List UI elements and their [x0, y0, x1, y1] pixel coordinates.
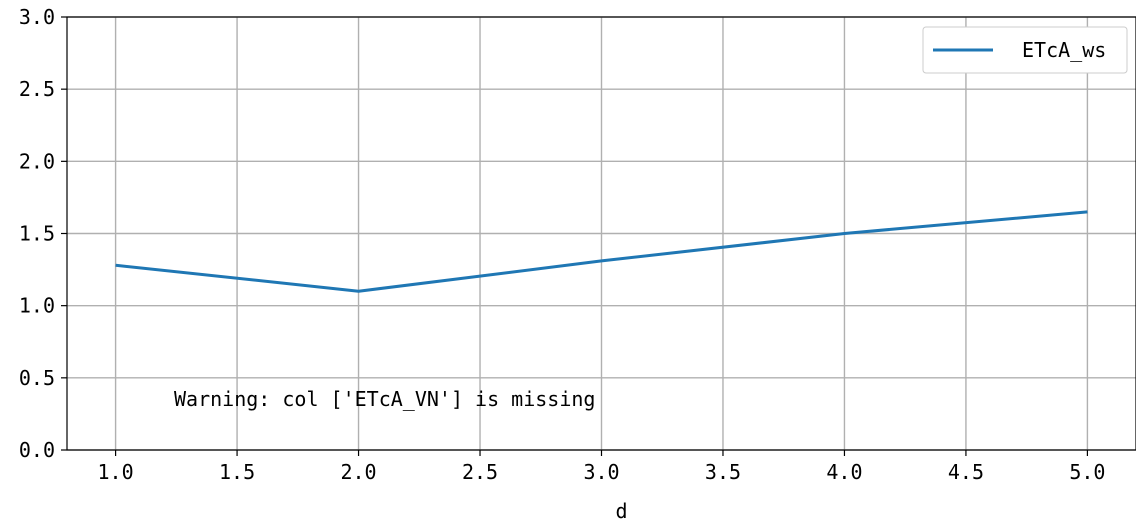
y-tick-label: 2.5 [19, 77, 55, 101]
x-tick-label: 4.0 [826, 460, 862, 484]
x-axis-ticks: 1.0 1.5 2.0 2.5 3.0 3.5 4.0 4.5 5.0 [98, 450, 1105, 484]
x-tick-label: 4.5 [948, 460, 984, 484]
series-layer [115, 210, 1088, 293]
x-tick-label: 5.0 [1069, 460, 1105, 484]
x-tick-label: 3.0 [583, 460, 619, 484]
y-axis-ticks: 0.0 0.5 1.0 1.5 2.0 2.5 3.0 [19, 5, 67, 462]
grid [67, 16, 1136, 451]
x-tick-label: 2.5 [462, 460, 498, 484]
warning-annotation: Warning: col ['ETcA_VN'] is missing [174, 387, 595, 411]
x-tick-label: 3.5 [705, 460, 741, 484]
legend-label: ETcA_ws [1022, 38, 1106, 62]
legend: ETcA_ws [922, 26, 1128, 74]
x-tick-label: 1.0 [98, 460, 134, 484]
y-tick-label: 1.5 [19, 222, 55, 246]
legend-box [922, 26, 1128, 74]
x-tick-label: 1.5 [219, 460, 255, 484]
x-tick-label: 2.0 [340, 460, 376, 484]
y-tick-label: 0.0 [19, 438, 55, 462]
y-tick-label: 2.0 [19, 149, 55, 173]
y-tick-label: 0.5 [19, 366, 55, 390]
x-axis-title: d [615, 499, 627, 521]
y-tick-label: 3.0 [19, 5, 55, 29]
y-tick-label: 1.0 [19, 294, 55, 318]
